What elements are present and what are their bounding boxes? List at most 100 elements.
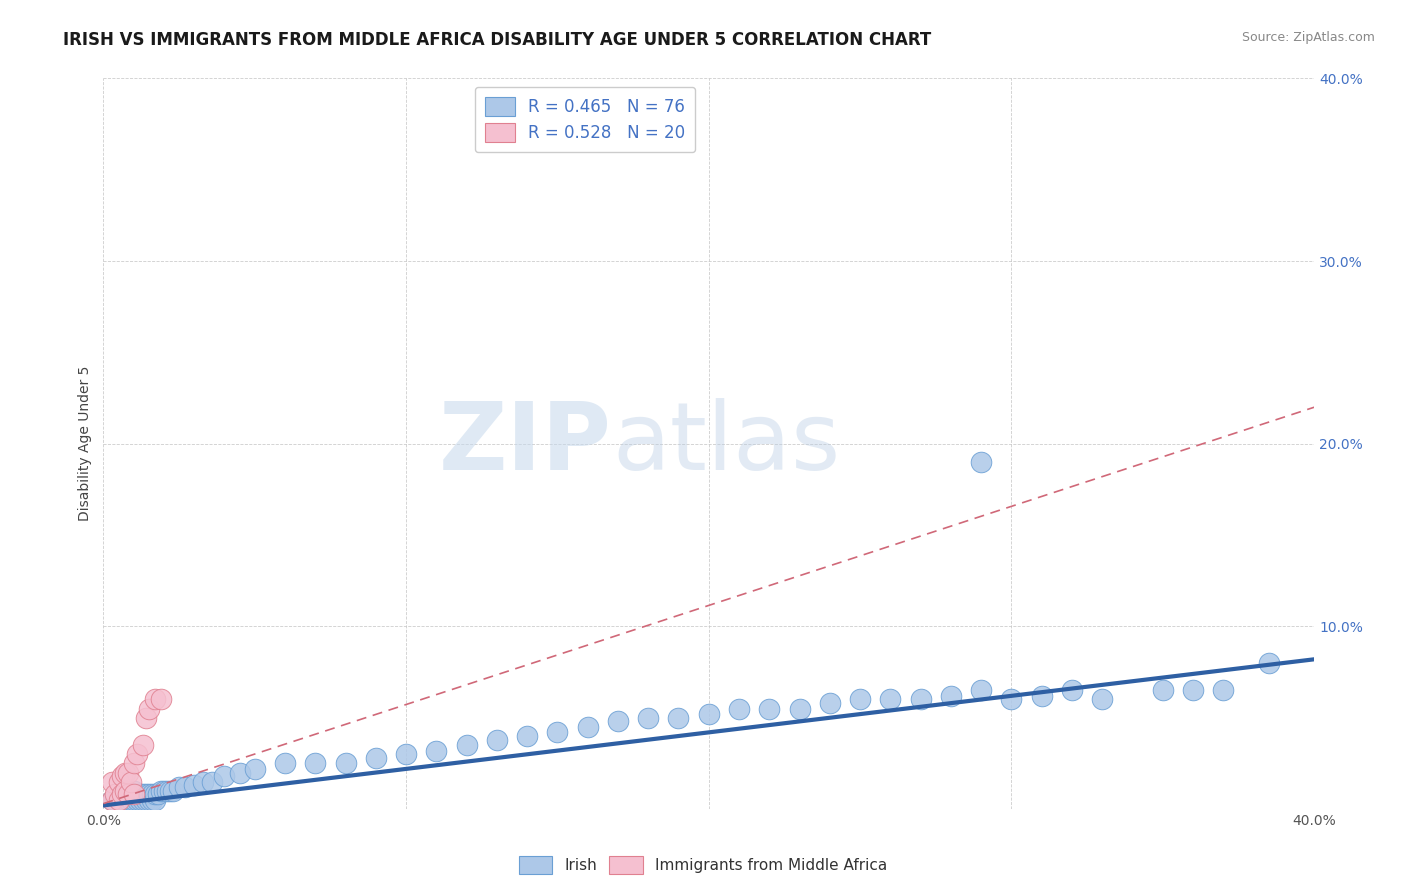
Point (149, 692, 172, 706)
Point (183, 778, 205, 792)
Point (125, 788, 148, 802)
Point (128, 793, 150, 807)
Point (274, 756, 297, 771)
Point (114, 788, 136, 802)
Point (122, 784, 145, 798)
Point (1000, 692, 1022, 706)
Point (1182, 683, 1205, 698)
Point (110, 789, 132, 804)
Point (125, 747, 148, 762)
Point (1060, 683, 1083, 698)
Text: ZIP: ZIP (439, 398, 612, 490)
Point (141, 793, 163, 807)
Point (697, 707, 720, 722)
Point (201, 774, 224, 789)
Point (789, 701, 811, 715)
Point (193, 774, 215, 789)
Legend: R = 0.465   N = 76, R = 0.528   N = 20: R = 0.465 N = 76, R = 0.528 N = 20 (475, 87, 696, 152)
Point (149, 784, 172, 798)
Y-axis label: Disability Age Under 5: Disability Age Under 5 (79, 366, 93, 522)
Point (141, 788, 163, 802)
Point (849, 692, 872, 706)
Point (970, 683, 993, 698)
Point (122, 789, 145, 804)
Point (117, 788, 139, 802)
Point (335, 756, 357, 771)
Point (135, 793, 157, 807)
Point (159, 784, 181, 798)
Point (120, 774, 142, 789)
Point (728, 701, 751, 715)
Point (910, 692, 932, 706)
Point (146, 788, 169, 802)
Point (132, 788, 155, 802)
Point (110, 788, 132, 802)
Point (143, 788, 166, 802)
Point (138, 701, 160, 715)
Point (156, 784, 179, 798)
Point (456, 738, 478, 752)
Point (879, 692, 901, 706)
Text: atlas: atlas (612, 398, 841, 490)
Point (132, 793, 155, 807)
Point (107, 793, 129, 807)
Point (114, 765, 136, 780)
Point (1152, 683, 1174, 698)
Text: Source: ZipAtlas.com: Source: ZipAtlas.com (1241, 31, 1375, 45)
Point (120, 793, 142, 807)
Point (485, 732, 508, 747)
Point (117, 765, 139, 780)
Point (818, 696, 841, 710)
Point (607, 714, 630, 729)
Point (167, 780, 190, 794)
Point (104, 788, 127, 802)
Point (174, 780, 197, 794)
Point (138, 788, 160, 802)
Point (110, 769, 132, 783)
Point (304, 756, 326, 771)
Point (758, 701, 780, 715)
Point (101, 793, 124, 807)
Point (135, 711, 157, 725)
Point (125, 793, 148, 807)
Point (104, 793, 127, 807)
Point (107, 774, 129, 789)
Point (135, 788, 157, 802)
Point (243, 762, 266, 776)
Text: IRISH VS IMMIGRANTS FROM MIDDLE AFRICA DISABILITY AGE UNDER 5 CORRELATION CHART: IRISH VS IMMIGRANTS FROM MIDDLE AFRICA D… (63, 31, 932, 49)
Point (120, 788, 142, 802)
Point (114, 793, 136, 807)
Point (1257, 656, 1279, 670)
Legend: Irish, Immigrants from Middle Africa: Irish, Immigrants from Middle Africa (512, 850, 894, 880)
Point (668, 711, 690, 725)
Point (128, 788, 150, 802)
Point (117, 788, 139, 802)
Point (939, 689, 962, 703)
Point (1031, 689, 1053, 703)
Point (107, 789, 129, 804)
Point (110, 793, 132, 807)
Point (143, 692, 166, 706)
Point (101, 774, 124, 789)
Point (107, 793, 129, 807)
Point (364, 751, 387, 765)
Point (122, 788, 145, 802)
Point (114, 784, 136, 798)
Point (576, 720, 599, 734)
Point (425, 744, 447, 758)
Point (228, 765, 250, 780)
Point (516, 729, 538, 743)
Point (122, 793, 145, 807)
Point (153, 784, 176, 798)
Point (122, 756, 145, 771)
Point (143, 793, 166, 807)
Point (162, 784, 184, 798)
Point (1212, 683, 1234, 698)
Point (395, 747, 418, 762)
Point (970, 455, 993, 469)
Point (637, 711, 659, 725)
Point (1091, 692, 1114, 706)
Point (546, 725, 568, 739)
Point (138, 793, 160, 807)
Point (101, 793, 124, 807)
